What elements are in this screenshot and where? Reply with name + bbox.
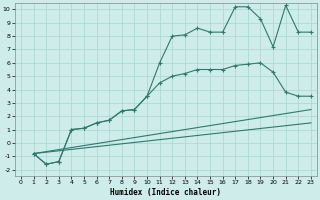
X-axis label: Humidex (Indice chaleur): Humidex (Indice chaleur): [110, 188, 221, 197]
